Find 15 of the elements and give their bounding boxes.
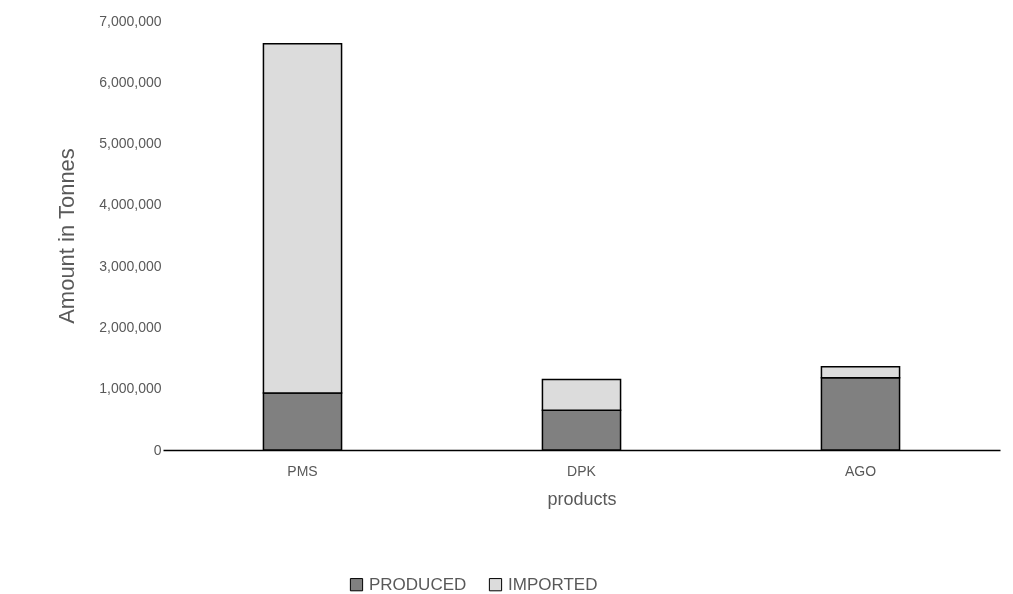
- y-tick-label: 3,000,000: [99, 257, 162, 274]
- y-axis-title: Amount in Tonnes: [54, 148, 80, 324]
- y-tick-label: 4,000,000: [99, 196, 162, 213]
- y-tick-label: 6,000,000: [99, 73, 162, 90]
- y-tick-label: 1,000,000: [99, 380, 162, 397]
- legend-label: PRODUCED: [369, 574, 467, 594]
- x-axis-title: products: [547, 488, 617, 509]
- legend-label: IMPORTED: [508, 574, 598, 594]
- y-tick-label: 2,000,000: [99, 318, 162, 335]
- x-tick-label: DPK: [567, 462, 597, 479]
- y-tick-label: 0: [153, 441, 162, 458]
- x-tick-label: AGO: [844, 462, 877, 479]
- y-tick-label: 5,000,000: [99, 135, 162, 152]
- x-tick-label: PMS: [287, 462, 318, 479]
- y-tick-label: 7,000,000: [99, 12, 162, 29]
